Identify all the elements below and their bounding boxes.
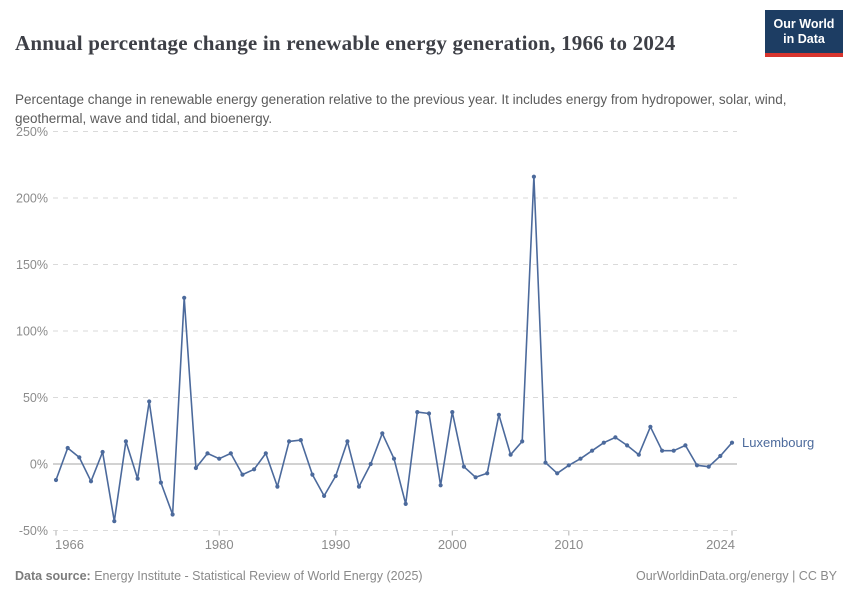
data-line[interactable] [55, 175, 733, 523]
data-point[interactable] [555, 471, 560, 476]
x-axis-label: 1990 [321, 537, 350, 552]
data-point[interactable] [205, 451, 210, 456]
x-axis-label: 1966 [55, 537, 84, 552]
data-point[interactable] [578, 456, 583, 461]
data-point[interactable] [228, 451, 233, 456]
x-axis-label: 1980 [205, 537, 234, 552]
owid-logo-line2: in Data [783, 32, 825, 46]
data-point[interactable] [322, 493, 327, 498]
data-point[interactable] [298, 438, 303, 443]
series-label[interactable]: Luxembourg [742, 435, 814, 450]
data-point[interactable] [217, 456, 222, 461]
data-point[interactable] [660, 448, 665, 453]
y-axis-label: -50% [19, 524, 48, 538]
license-note[interactable]: OurWorldinData.org/energy | CC BY [635, 569, 837, 583]
data-point[interactable] [694, 463, 700, 468]
data-point[interactable] [158, 480, 163, 485]
data-point[interactable] [543, 460, 548, 465]
data-point[interactable] [123, 439, 128, 444]
owid-logo-line1: Our World [773, 17, 835, 31]
data-point[interactable] [380, 431, 385, 436]
data-point[interactable] [100, 449, 105, 455]
data-point[interactable] [496, 412, 501, 417]
data-point[interactable] [252, 467, 257, 472]
data-point[interactable] [77, 455, 82, 460]
data-point[interactable] [729, 440, 735, 445]
data-point[interactable] [683, 443, 688, 448]
data-point[interactable] [287, 439, 292, 444]
data-point[interactable] [613, 435, 618, 440]
data-point[interactable] [135, 476, 140, 481]
data-point[interactable] [65, 445, 70, 451]
data-source: Data source: Energy Institute - Statisti… [15, 568, 423, 584]
data-point[interactable] [112, 519, 117, 524]
data-point[interactable] [193, 465, 198, 471]
data-point[interactable] [356, 484, 362, 489]
data-point[interactable] [310, 472, 315, 477]
y-axis-label: 150% [16, 258, 48, 272]
data-point[interactable] [625, 443, 630, 448]
data-point[interactable] [718, 453, 723, 459]
data-point[interactable] [368, 461, 373, 467]
data-point[interactable] [706, 464, 711, 469]
y-axis-label: 0% [30, 458, 48, 472]
data-point[interactable] [601, 440, 606, 445]
x-axis-label: 2000 [438, 537, 467, 552]
chart-subtitle: Percentage change in renewable energy ge… [15, 91, 787, 126]
data-point[interactable] [485, 471, 490, 476]
data-point[interactable] [531, 174, 537, 179]
chart-canvas[interactable]: 250% 200% 150% 100% 50% 0% -50% 1966 1980 1990 200… [0, 118, 850, 564]
data-point[interactable] [508, 452, 513, 457]
owid-logo[interactable]: Our World in Data [765, 10, 843, 57]
data-point[interactable] [53, 477, 59, 483]
data-point[interactable] [275, 484, 280, 489]
data-point[interactable] [671, 448, 676, 453]
chart-area: 250% 200% 150% 100% 50% 0% -50% 1966 1980 1990 200… [0, 118, 850, 564]
data-point[interactable] [88, 479, 94, 484]
data-point[interactable] [450, 410, 455, 415]
data-point[interactable] [147, 399, 152, 404]
data-point[interactable] [438, 483, 443, 488]
data-point[interactable] [415, 410, 420, 415]
y-axis-label: 50% [23, 391, 48, 405]
data-point[interactable] [182, 295, 187, 300]
data-point[interactable] [333, 473, 338, 479]
chart-footer: Data source: Energy Institute - Statisti… [15, 568, 837, 584]
data-point[interactable] [403, 501, 408, 506]
data-point[interactable] [648, 424, 653, 429]
data-point[interactable] [520, 439, 525, 444]
y-axis-label: 250% [16, 125, 48, 139]
data-source-text: Energy Institute - Statistical Review of… [90, 569, 423, 583]
data-point[interactable] [636, 452, 641, 457]
y-axis-label: 100% [16, 325, 48, 339]
data-point[interactable] [391, 456, 397, 461]
y-axis-label: 200% [16, 192, 48, 206]
data-point[interactable] [461, 464, 466, 469]
data-point[interactable] [345, 439, 350, 444]
data-point[interactable] [240, 472, 245, 477]
x-axis-label: 2024 [706, 537, 735, 552]
data-point[interactable] [473, 475, 478, 480]
data-point[interactable] [566, 463, 571, 468]
data-point[interactable] [263, 451, 268, 456]
data-point[interactable] [170, 512, 175, 517]
page-title: Annual percentage change in renewable en… [15, 31, 676, 56]
data-source-label: Data source: [15, 569, 91, 583]
data-point[interactable] [590, 448, 595, 453]
data-point[interactable] [426, 411, 432, 416]
x-axis-label: 2010 [554, 537, 583, 552]
